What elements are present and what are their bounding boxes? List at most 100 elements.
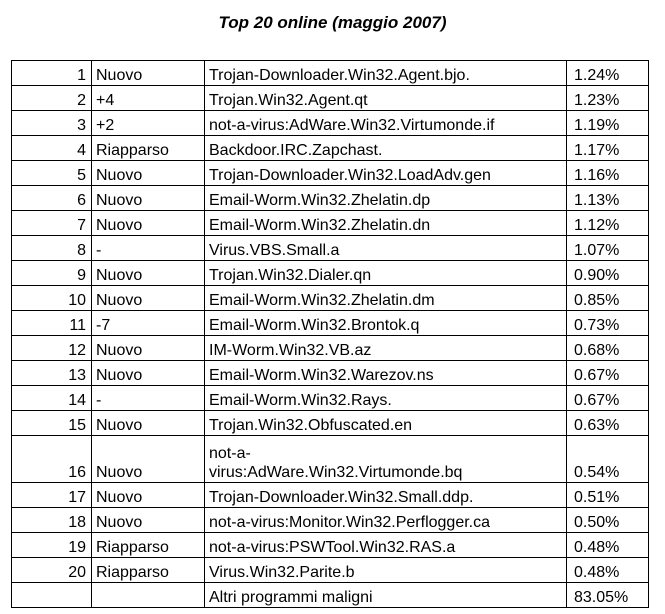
change-cell: Nuovo <box>91 507 205 533</box>
share-cell: 1.19% <box>566 110 649 136</box>
rank-cell: 4 <box>11 135 92 161</box>
rank-cell: 11 <box>11 310 92 336</box>
share-cell: 0.85% <box>566 285 649 311</box>
rank-cell: 2 <box>11 85 92 111</box>
malware-name-cell: Trojan-Downloader.Win32.Small.ddp. <box>204 482 567 508</box>
malware-name-text: not-a-virus:AdWare.Win32.Virtumonde.bq <box>209 445 463 481</box>
change-cell: Nuovo <box>91 210 205 236</box>
other-malware-label: Altri programmi maligni <box>204 582 567 608</box>
table-row: 17 Nuovo Trojan-Downloader.Win32.Small.d… <box>11 482 649 508</box>
share-cell: 0.73% <box>566 310 649 336</box>
malware-name-cell: Email-Worm.Win32.Zhelatin.dm <box>204 285 567 311</box>
table-row: 20 Riapparso Virus.Win32.Parite.b 0.48% <box>11 557 649 583</box>
malware-name-cell: Email-Worm.Win32.Zhelatin.dn <box>204 210 567 236</box>
malware-name-cell: not-a-virus:Monitor.Win32.Perflogger.ca <box>204 507 567 533</box>
rank-cell: 13 <box>11 360 92 386</box>
change-cell: -7 <box>91 310 205 336</box>
rank-cell: 3 <box>11 110 92 136</box>
table-row: 13 Nuovo Email-Worm.Win32.Warezov.ns 0.6… <box>11 360 649 386</box>
table-row: 19 Riapparso not-a-virus:PSWTool.Win32.R… <box>11 532 649 558</box>
table-row: 5 Nuovo Trojan-Downloader.Win32.LoadAdv.… <box>11 160 649 186</box>
share-cell: 1.07% <box>566 235 649 261</box>
change-cell: Nuovo <box>91 60 205 86</box>
table-row: 18 Nuovo not-a-virus:Monitor.Win32.Perfl… <box>11 507 649 533</box>
page-title: Top 20 online (maggio 2007) <box>218 13 447 32</box>
rank-cell: 17 <box>11 482 92 508</box>
table-row: 9 Nuovo Trojan.Win32.Dialer.qn 0.90% <box>11 260 649 286</box>
malware-name-cell: Backdoor.IRC.Zapchast. <box>204 135 567 161</box>
rank-cell: 5 <box>11 160 92 186</box>
share-cell: 0.48% <box>566 557 649 583</box>
rank-cell: 20 <box>11 557 92 583</box>
share-cell: 0.67% <box>566 360 649 386</box>
change-cell: Nuovo <box>91 160 205 186</box>
rank-cell: 7 <box>11 210 92 236</box>
share-cell: 0.54% <box>566 435 649 483</box>
malware-name-cell: Email-Worm.Win32.Zhelatin.dp <box>204 185 567 211</box>
other-malware-share: 83.05% <box>566 582 649 608</box>
change-cell: Nuovo <box>91 335 205 361</box>
empty-cell <box>11 582 92 608</box>
change-cell: Nuovo <box>91 482 205 508</box>
rank-cell: 8 <box>11 235 92 261</box>
change-cell: +4 <box>91 85 205 111</box>
malware-name-cell: Trojan-Downloader.Win32.LoadAdv.gen <box>204 160 567 186</box>
change-cell: Riapparso <box>91 557 205 583</box>
malware-name-cell: not-a-virus:PSWTool.Win32.RAS.a <box>204 532 567 558</box>
share-cell: 1.24% <box>566 60 649 86</box>
change-cell: Nuovo <box>91 285 205 311</box>
change-cell: Nuovo <box>91 260 205 286</box>
table-row: 10 Nuovo Email-Worm.Win32.Zhelatin.dm 0.… <box>11 285 649 311</box>
ranking-table: 1 Nuovo Trojan-Downloader.Win32.Agent.bj… <box>11 60 649 608</box>
table-row: 16 Nuovo not-a-virus:AdWare.Win32.Virtum… <box>11 435 649 483</box>
rank-cell: 1 <box>11 60 92 86</box>
rank-cell: 9 <box>11 260 92 286</box>
rank-cell: 18 <box>11 507 92 533</box>
share-cell: 0.67% <box>566 385 649 411</box>
change-cell: Nuovo <box>91 435 205 483</box>
malware-name-cell: Virus.Win32.Parite.b <box>204 557 567 583</box>
share-cell: 1.23% <box>566 85 649 111</box>
share-cell: 0.50% <box>566 507 649 533</box>
rank-cell: 16 <box>11 435 92 483</box>
change-cell: Nuovo <box>91 185 205 211</box>
malware-name-cell: Email-Worm.Win32.Warezov.ns <box>204 360 567 386</box>
rank-cell: 14 <box>11 385 92 411</box>
malware-name-cell: Virus.VBS.Small.a <box>204 235 567 261</box>
malware-name-cell: Trojan.Win32.Obfuscated.en <box>204 410 567 436</box>
table-row: 12 Nuovo IM-Worm.Win32.VB.az 0.68% <box>11 335 649 361</box>
table-row: 7 Nuovo Email-Worm.Win32.Zhelatin.dn 1.1… <box>11 210 649 236</box>
malware-name-cell: Trojan-Downloader.Win32.Agent.bjo. <box>204 60 567 86</box>
table-row: 3 +2 not-a-virus:AdWare.Win32.Virtumonde… <box>11 110 649 136</box>
table-row: 15 Nuovo Trojan.Win32.Obfuscated.en 0.63… <box>11 410 649 436</box>
rank-cell: 19 <box>11 532 92 558</box>
change-cell: Nuovo <box>91 410 205 436</box>
share-cell: 0.48% <box>566 532 649 558</box>
share-cell: 1.13% <box>566 185 649 211</box>
share-cell: 0.51% <box>566 482 649 508</box>
table-row: 14 - Email-Worm.Win32.Rays. 0.67% <box>11 385 649 411</box>
malware-name-cell: Email-Worm.Win32.Brontok.q <box>204 310 567 336</box>
change-cell: +2 <box>91 110 205 136</box>
malware-name-cell: not-a-virus:AdWare.Win32.Virtumonde.bq <box>204 435 567 483</box>
table-row: 4 Riapparso Backdoor.IRC.Zapchast. 1.17% <box>11 135 649 161</box>
rank-cell: 12 <box>11 335 92 361</box>
table-row: 6 Nuovo Email-Worm.Win32.Zhelatin.dp 1.1… <box>11 185 649 211</box>
table-row: 11 -7 Email-Worm.Win32.Brontok.q 0.73% <box>11 310 649 336</box>
share-cell: 1.17% <box>566 135 649 161</box>
malware-name-cell: not-a-virus:AdWare.Win32.Virtumonde.if <box>204 110 567 136</box>
empty-cell <box>91 582 205 608</box>
malware-name-cell: Email-Worm.Win32.Rays. <box>204 385 567 411</box>
rank-cell: 15 <box>11 410 92 436</box>
footer-row: Altri programmi maligni 83.05% <box>11 582 649 608</box>
malware-name-cell: Trojan.Win32.Agent.qt <box>204 85 567 111</box>
table-row: 2 +4 Trojan.Win32.Agent.qt 1.23% <box>11 85 649 111</box>
table-row: 8 - Virus.VBS.Small.a 1.07% <box>11 235 649 261</box>
malware-name-cell: IM-Worm.Win32.VB.az <box>204 335 567 361</box>
change-cell: - <box>91 385 205 411</box>
share-cell: 0.90% <box>566 260 649 286</box>
share-cell: 1.16% <box>566 160 649 186</box>
share-cell: 0.63% <box>566 410 649 436</box>
table-row: 1 Nuovo Trojan-Downloader.Win32.Agent.bj… <box>11 60 649 86</box>
rank-cell: 10 <box>11 285 92 311</box>
